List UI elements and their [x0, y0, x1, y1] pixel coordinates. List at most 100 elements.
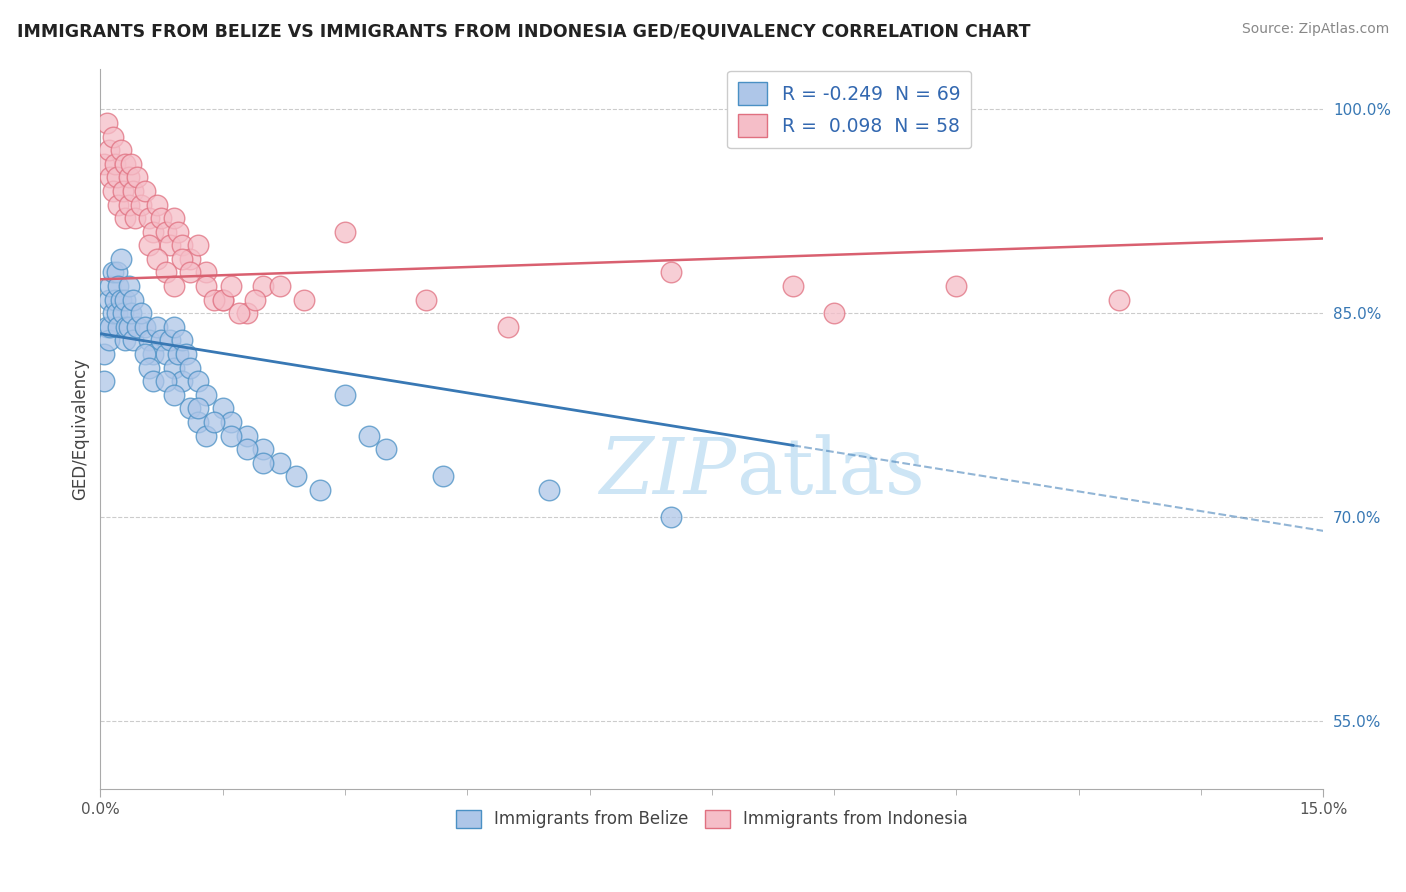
Point [174, 347, 197, 361]
Point [142, 347, 165, 361]
Point [97, 143, 120, 157]
Point [138, 360, 160, 375]
Point [105, 306, 128, 320]
Point [134, 184, 156, 198]
Point [107, 279, 129, 293]
Point [333, 225, 356, 239]
Point [129, 197, 152, 211]
Point [195, 265, 218, 279]
Point [122, 334, 145, 348]
Text: IMMIGRANTS FROM BELIZE VS IMMIGRANTS FROM INDONESIA GED/EQUIVALENCY CORRELATION : IMMIGRANTS FROM BELIZE VS IMMIGRANTS FRO… [17, 22, 1031, 40]
Point [118, 279, 141, 293]
Point [252, 456, 274, 470]
Point [163, 360, 186, 375]
Point [432, 469, 454, 483]
Point [782, 279, 804, 293]
Point [187, 401, 209, 416]
Point [110, 293, 132, 307]
Point [252, 442, 274, 457]
Point [118, 197, 141, 211]
Point [236, 428, 259, 442]
Point [155, 225, 177, 239]
Point [155, 374, 177, 388]
Point [159, 334, 181, 348]
Point [142, 225, 165, 239]
Point [129, 306, 152, 320]
Point [187, 238, 209, 252]
Point [170, 374, 193, 388]
Point [269, 456, 291, 470]
Text: atlas: atlas [737, 434, 925, 510]
Point [496, 319, 519, 334]
Point [204, 415, 226, 429]
Point [112, 184, 135, 198]
Point [155, 347, 177, 361]
Point [187, 415, 209, 429]
Point [93, 157, 115, 171]
Point [114, 293, 136, 307]
Point [125, 170, 148, 185]
Point [945, 279, 967, 293]
Point [179, 252, 201, 266]
Point [122, 184, 145, 198]
Point [163, 319, 186, 334]
Point [333, 388, 356, 402]
Point [112, 306, 135, 320]
Point [292, 293, 315, 307]
Point [101, 129, 124, 144]
Point [166, 347, 188, 361]
Point [125, 319, 148, 334]
Point [537, 483, 560, 497]
Point [195, 279, 218, 293]
Point [1108, 293, 1130, 307]
Point [114, 211, 136, 226]
Point [155, 265, 177, 279]
Point [374, 442, 396, 457]
Point [252, 279, 274, 293]
Point [142, 374, 165, 388]
Point [118, 319, 141, 334]
Point [97, 293, 120, 307]
Point [236, 306, 259, 320]
Point [150, 211, 173, 226]
Point [138, 334, 160, 348]
Point [114, 334, 136, 348]
Point [211, 293, 233, 307]
Point [134, 347, 156, 361]
Point [179, 360, 201, 375]
Point [105, 265, 128, 279]
Point [146, 319, 169, 334]
Point [122, 293, 145, 307]
Point [98, 319, 121, 334]
Point [138, 211, 160, 226]
Point [150, 334, 173, 348]
Y-axis label: GED/Equivalency: GED/Equivalency [72, 358, 89, 500]
Point [211, 293, 233, 307]
Point [163, 211, 186, 226]
Point [159, 238, 181, 252]
Legend: Immigrants from Belize, Immigrants from Indonesia: Immigrants from Belize, Immigrants from … [449, 803, 974, 835]
Point [93, 347, 115, 361]
Point [98, 279, 121, 293]
Point [146, 252, 169, 266]
Point [211, 401, 233, 416]
Point [134, 319, 156, 334]
Point [195, 388, 218, 402]
Point [146, 197, 169, 211]
Point [163, 279, 186, 293]
Text: ZIP: ZIP [599, 434, 737, 510]
Point [107, 319, 129, 334]
Point [245, 293, 267, 307]
Point [110, 252, 132, 266]
Point [659, 510, 682, 524]
Point [107, 197, 129, 211]
Point [110, 143, 132, 157]
Point [179, 401, 201, 416]
Point [415, 293, 437, 307]
Point [204, 293, 226, 307]
Point [105, 170, 128, 185]
Point [187, 374, 209, 388]
Point [120, 306, 142, 320]
Point [124, 211, 146, 226]
Text: Source: ZipAtlas.com: Source: ZipAtlas.com [1241, 22, 1389, 37]
